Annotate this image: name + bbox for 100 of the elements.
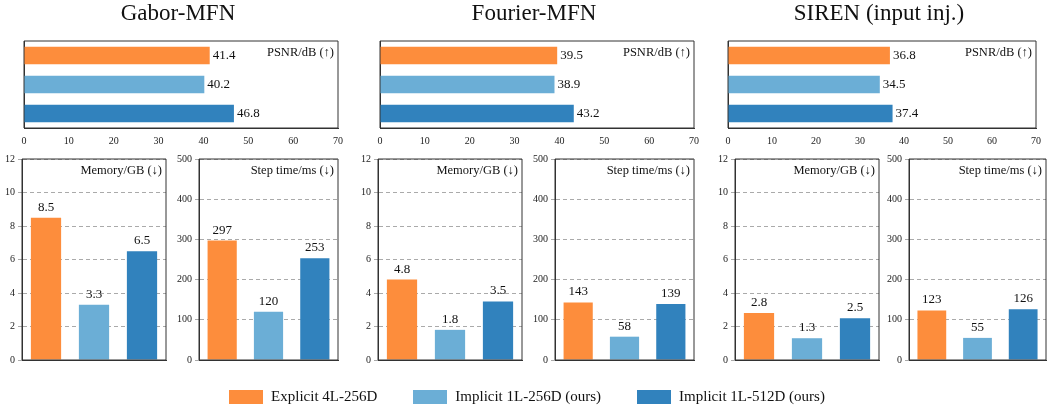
bar xyxy=(1008,309,1038,360)
y-tick-label: 12 xyxy=(361,152,371,164)
data-label: 40.2 xyxy=(207,75,231,91)
x-tick-label: 70 xyxy=(333,134,343,146)
y-tick-label: 12 xyxy=(5,152,15,164)
bar xyxy=(656,304,686,360)
bar xyxy=(300,258,330,360)
x-tick-label: 40 xyxy=(198,134,209,146)
data-label: 38.9 xyxy=(557,75,581,91)
y-tick-label: 200 xyxy=(177,273,192,285)
bar xyxy=(253,311,284,360)
y-tick-label: 500 xyxy=(177,152,192,164)
data-label: 120 xyxy=(258,292,279,308)
bar xyxy=(24,104,234,123)
y-tick-label: 2 xyxy=(723,320,728,332)
bar xyxy=(563,302,593,360)
bar xyxy=(78,304,110,360)
annotation: Memory/GB (↓) xyxy=(80,162,162,177)
x-tick-label: 40 xyxy=(554,134,565,146)
chart-title: SIREN (input inj.) xyxy=(792,0,966,26)
bar xyxy=(963,337,992,360)
y-tick-label: 0 xyxy=(10,353,15,365)
data-label: 297 xyxy=(212,221,233,237)
legend-label: Explicit 4L-256D xyxy=(271,388,378,405)
data-label: 2.8 xyxy=(750,294,768,310)
data-label: 123 xyxy=(922,291,942,307)
data-label: 1.8 xyxy=(441,310,459,326)
y-tick-label: 2 xyxy=(366,320,371,332)
chart-title: Gabor-MFN xyxy=(119,0,237,26)
x-tick-label: 30 xyxy=(153,134,164,146)
bar xyxy=(24,46,210,65)
x-tick-label: 20 xyxy=(464,134,475,146)
y-tick-label: 8 xyxy=(723,219,728,231)
y-tick-label: 100 xyxy=(177,313,192,325)
data-label: 6.5 xyxy=(133,232,151,248)
y-tick-label: 10 xyxy=(718,186,728,198)
annotation: PSNR/dB (↑) xyxy=(266,44,334,59)
x-tick-label: 10 xyxy=(767,134,777,146)
annotation: Memory/GB (↓) xyxy=(436,162,518,177)
y-tick-label: 12 xyxy=(718,152,728,164)
y-tick-label: 6 xyxy=(723,253,728,265)
data-label: 126 xyxy=(1013,290,1034,306)
bar xyxy=(743,313,775,360)
y-tick-label: 0 xyxy=(366,353,371,365)
data-label: 43.2 xyxy=(576,104,600,120)
x-tick-label: 50 xyxy=(599,134,610,146)
bar xyxy=(24,75,205,94)
y-tick-label: 0 xyxy=(723,353,728,365)
y-tick-label: 400 xyxy=(887,192,902,204)
bar xyxy=(482,301,514,360)
y-tick-label: 4 xyxy=(10,286,15,298)
annotation: PSNR/dB (↑) xyxy=(622,44,690,59)
y-tick-label: 6 xyxy=(366,253,371,265)
y-tick-label: 8 xyxy=(366,219,371,231)
y-tick-label: 4 xyxy=(366,286,371,298)
y-tick-label: 0 xyxy=(543,353,548,365)
bar xyxy=(791,338,823,360)
y-tick-label: 300 xyxy=(887,233,902,245)
x-tick-label: 30 xyxy=(509,134,520,146)
y-tick-label: 200 xyxy=(533,273,548,285)
bar xyxy=(609,336,640,360)
x-tick-label: 70 xyxy=(689,134,699,146)
x-tick-label: 20 xyxy=(108,134,119,146)
x-tick-label: 30 xyxy=(855,134,865,146)
bar xyxy=(728,75,880,94)
bar xyxy=(917,310,947,360)
data-label: 34.5 xyxy=(882,75,906,91)
y-tick-label: 200 xyxy=(887,273,902,285)
data-label: 139 xyxy=(661,285,681,301)
annotation: PSNR/dB (↑) xyxy=(964,44,1032,59)
data-label: 41.4 xyxy=(212,46,236,62)
annotation: Step time/ms (↓) xyxy=(250,162,334,177)
bar xyxy=(839,318,871,360)
bar xyxy=(434,329,466,360)
y-tick-label: 400 xyxy=(533,192,548,204)
y-tick-label: 0 xyxy=(897,353,902,365)
data-label: 46.8 xyxy=(236,104,260,120)
bar xyxy=(728,104,893,123)
data-label: 36.8 xyxy=(892,46,916,62)
y-tick-label: 400 xyxy=(177,192,192,204)
y-tick-label: 10 xyxy=(361,186,371,198)
y-tick-label: 10 xyxy=(5,186,15,198)
data-label: 39.5 xyxy=(560,46,583,62)
y-tick-label: 0 xyxy=(187,353,192,365)
x-tick-label: 50 xyxy=(243,134,254,146)
bar xyxy=(126,251,158,360)
data-label: 55 xyxy=(971,318,984,334)
data-label: 253 xyxy=(305,239,325,255)
x-tick-label: 60 xyxy=(288,134,299,146)
legend-label: Implicit 1L-512D (ours) xyxy=(679,388,825,405)
data-label: 3.5 xyxy=(489,282,507,298)
x-tick-label: 60 xyxy=(644,134,655,146)
y-tick-label: 100 xyxy=(887,313,902,325)
y-tick-label: 2 xyxy=(10,320,15,332)
data-label: 3.3 xyxy=(85,285,103,301)
data-label: 2.5 xyxy=(846,299,864,315)
x-tick-label: 70 xyxy=(1031,134,1041,146)
annotation: Step time/ms (↓) xyxy=(606,162,690,177)
y-tick-label: 8 xyxy=(10,219,15,231)
x-tick-label: 60 xyxy=(987,134,997,146)
